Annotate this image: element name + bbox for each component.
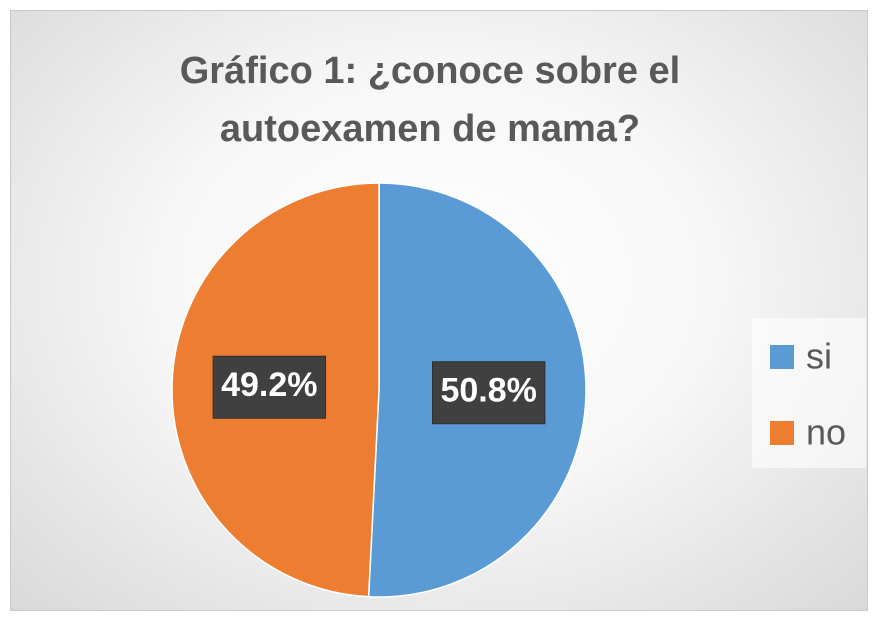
legend-swatch [770,421,794,445]
legend-label: no [806,412,846,453]
chart-title: Gráfico 1: ¿conoce sobre el autoexamen d… [179,50,681,150]
legend-swatch [770,345,794,369]
legend-label: si [806,336,832,377]
data-label-box [212,355,327,419]
data-label-box [431,361,546,425]
data-label: 49.2% [221,366,317,404]
data-label: 50.8% [440,372,536,410]
